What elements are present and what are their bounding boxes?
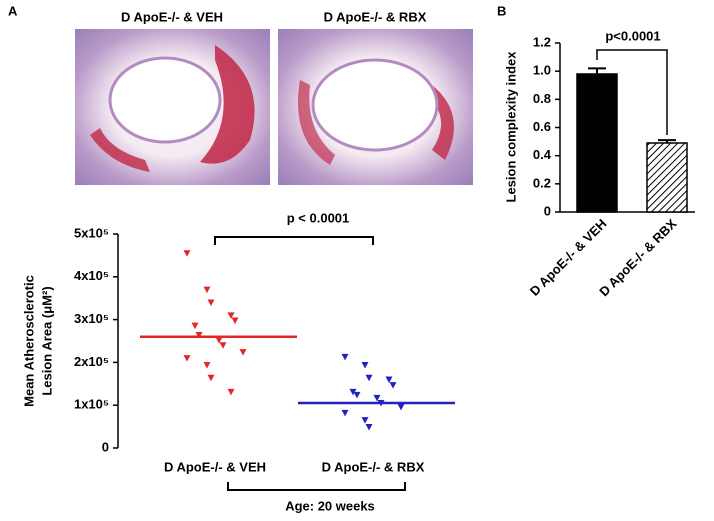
y-tick-label: 0.4: [533, 147, 552, 162]
point: [365, 374, 373, 382]
photo-caption: D ApoE-/- & VEH: [121, 9, 223, 24]
bracket: [214, 236, 374, 245]
y-axis-label: Lesion Area (μM²): [39, 286, 54, 395]
photo: [75, 29, 270, 185]
panel-label: B: [497, 3, 506, 18]
significance: p < 0.0001: [287, 210, 350, 225]
significance: p<0.0001: [605, 28, 660, 43]
bar: [646, 142, 688, 213]
point: [373, 394, 381, 402]
point: [341, 353, 349, 361]
point: [191, 322, 199, 330]
point: [361, 417, 369, 424]
point: [385, 376, 393, 384]
point: [203, 286, 211, 294]
bracket: [227, 482, 406, 491]
bar: [576, 73, 618, 213]
point: [397, 403, 405, 411]
y-tick-label: 1.2: [533, 34, 551, 49]
x-tick-label: D ApoE-/- & VEH: [527, 216, 610, 299]
point: [207, 374, 215, 382]
group-label: Age: 20 weeks: [285, 498, 375, 513]
y-axis-label: Lesion complexity index: [503, 51, 518, 203]
point: [353, 391, 361, 399]
photo: [278, 29, 473, 185]
point: [227, 388, 235, 396]
y-tick-label: 5x10⁵: [74, 225, 109, 240]
point: [183, 250, 191, 257]
point: [203, 361, 211, 369]
y-tick-label: 2x10⁵: [74, 354, 109, 369]
point: [183, 355, 191, 362]
y-tick-label: 3x10⁵: [74, 311, 109, 326]
point: [195, 332, 203, 339]
point: [215, 337, 223, 344]
point: [239, 349, 247, 356]
point: [349, 388, 357, 396]
y-axis-label: Mean Atherosclerotic: [21, 275, 36, 407]
point: [361, 361, 369, 369]
y-tick-label: 1x10⁵: [74, 397, 109, 412]
panel-label: A: [8, 3, 18, 18]
x-tick-label: D ApoE-/- & RBX: [322, 459, 425, 474]
point: [389, 382, 397, 389]
point: [231, 317, 239, 324]
y-tick-label: 1.0: [533, 63, 551, 78]
y-tick-label: 0: [544, 203, 551, 218]
point: [207, 299, 215, 306]
point: [227, 312, 235, 319]
point: [365, 424, 373, 431]
point: [219, 342, 227, 349]
y-tick-label: 0: [102, 439, 109, 454]
x-tick-label: D ApoE-/- & RBX: [596, 216, 680, 300]
y-tick-label: 0.6: [533, 119, 551, 134]
y-tick-label: 0.2: [533, 175, 551, 190]
y-tick-label: 4x10⁵: [74, 268, 109, 283]
bracket: [596, 49, 668, 135]
y-tick-label: 0.8: [533, 91, 551, 106]
point: [341, 409, 349, 417]
photo-caption: D ApoE-/- & RBX: [324, 9, 427, 24]
x-tick-label: D ApoE-/- & VEH: [164, 459, 266, 474]
